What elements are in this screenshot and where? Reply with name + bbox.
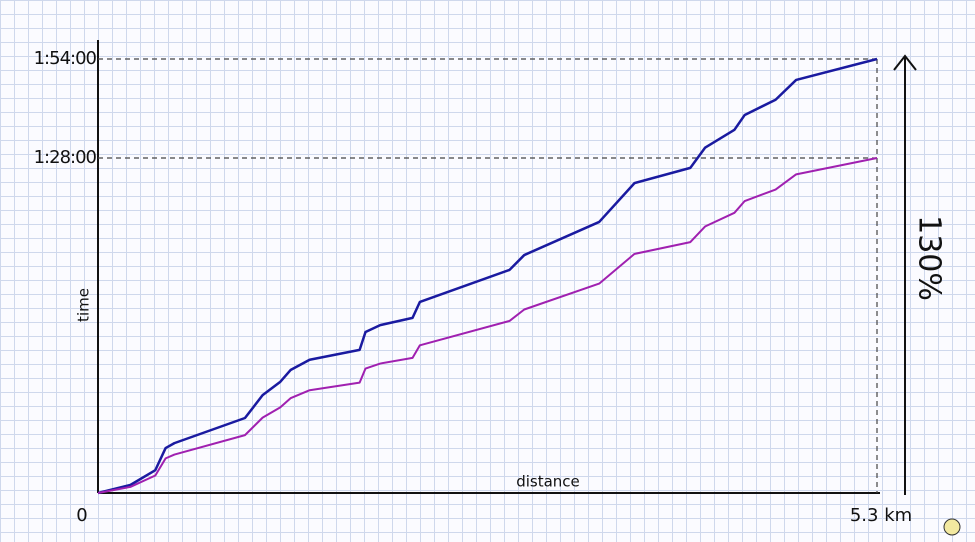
- y-tick-label: 1:54:00: [34, 48, 97, 69]
- arrow-head: [893, 54, 917, 71]
- x-tick-label: 5.3 km: [850, 505, 912, 526]
- annotation: 130%: [912, 215, 947, 301]
- x-axis-label: distance: [516, 473, 580, 491]
- icon: [943, 518, 961, 536]
- y-axis-label: time: [75, 288, 93, 322]
- x-tick-label: 0: [76, 505, 87, 526]
- series-line: [97, 57, 878, 495]
- series-line: [97, 157, 878, 494]
- y-tick-label: 1:28:00: [34, 147, 97, 168]
